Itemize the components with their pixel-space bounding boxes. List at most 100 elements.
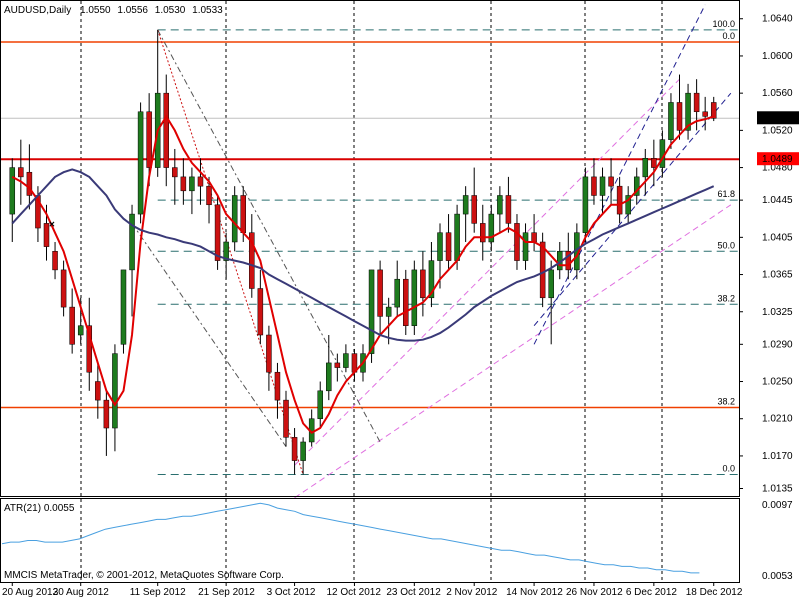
candle-body <box>52 251 58 271</box>
current-price-tag <box>757 111 799 125</box>
candle-body <box>676 102 683 131</box>
y-tick-label: 1.0210 <box>762 414 793 425</box>
candle-body <box>146 111 152 168</box>
channel-line-lower[interactable] <box>533 92 732 327</box>
atr-line <box>1 502 700 574</box>
candle <box>428 241 435 308</box>
candle <box>189 167 195 215</box>
candle <box>394 260 400 317</box>
candle <box>702 96 708 131</box>
atr-panel-frame <box>0 498 740 583</box>
candle-body <box>180 176 187 192</box>
symbol-header: AUDUSD,Daily 1.0550 1.0556 1.0530 1.0533 <box>4 5 223 16</box>
candle <box>616 176 623 224</box>
candle-body <box>488 213 495 243</box>
diagonal-line[interactable] <box>157 29 304 475</box>
candle-body <box>69 306 75 345</box>
y-tick-label: 1.0405 <box>762 232 793 243</box>
y-tick-label: 1.0640 <box>762 14 793 25</box>
y-tick-label: 1.0600 <box>762 51 793 62</box>
candle <box>18 139 24 205</box>
fast-ma-line[interactable] <box>11 114 715 434</box>
candle-body <box>480 223 486 243</box>
candle-body <box>249 232 255 289</box>
candle-body <box>633 176 640 196</box>
candle-body <box>385 306 392 317</box>
candle-body <box>129 213 135 271</box>
candle-body <box>616 185 623 215</box>
level-label: 0.0 <box>722 31 735 41</box>
candle <box>437 223 443 289</box>
fib-level-label: 100.0 <box>712 19 735 29</box>
x-tick-label: 21 Sep 2012 <box>198 587 255 598</box>
candle-body <box>231 195 238 243</box>
candle-body <box>377 269 383 317</box>
slow-ma-line[interactable] <box>11 168 715 342</box>
candle-body <box>77 325 84 336</box>
level-label: 38.2 <box>717 397 735 407</box>
candle-body <box>18 167 24 178</box>
candle-body <box>60 269 67 308</box>
horizontal-levels: 0.0 38.2 <box>1 31 739 409</box>
candle-body <box>274 371 281 401</box>
fib-level-label: 0.0 <box>722 464 735 474</box>
candle-body <box>86 325 93 373</box>
trend-line[interactable] <box>131 223 287 447</box>
candle-body <box>608 176 614 187</box>
x-tick-label: 20 Aug 2012 <box>2 587 59 598</box>
candle <box>163 74 170 187</box>
candle <box>257 269 264 345</box>
candle-body <box>591 176 597 196</box>
y-tick-label: 1.0135 <box>762 483 793 494</box>
candle-body <box>317 390 323 419</box>
candle <box>548 260 554 345</box>
y-tick-label: 1.0560 <box>762 88 793 99</box>
candle <box>471 167 477 233</box>
candle <box>274 362 281 419</box>
candle-body <box>462 195 469 215</box>
candle <box>676 74 683 140</box>
candle <box>377 260 383 336</box>
candle <box>480 204 486 261</box>
y-tick-label: 1.0170 <box>762 451 793 462</box>
candle-body <box>651 158 657 168</box>
candle <box>343 344 349 373</box>
candle <box>633 167 640 205</box>
candle-body <box>240 195 246 233</box>
candle <box>300 437 306 475</box>
candle-body <box>420 269 426 299</box>
candle-body <box>197 176 204 187</box>
candle <box>69 288 75 354</box>
y-tick-label: 1.0250 <box>762 377 793 388</box>
copyright-text: MMCIS MetaTrader, © 2001-2012, MetaQuote… <box>4 570 284 581</box>
candle <box>582 167 589 242</box>
x-tick-label: 11 Sep 2012 <box>130 587 186 598</box>
candle <box>599 167 606 215</box>
candle <box>608 158 614 205</box>
x-tick-label: 2 Nov 2012 <box>446 587 498 598</box>
candle-body <box>172 167 178 178</box>
candle <box>403 269 409 336</box>
channel-line-upper[interactable] <box>533 4 706 345</box>
candle-body <box>9 167 16 215</box>
candle-body <box>625 195 631 215</box>
x-tick-label: 6 Dec 2012 <box>626 587 678 598</box>
candle-body <box>214 204 221 261</box>
candle <box>497 186 503 233</box>
candle-body <box>565 251 572 271</box>
candle <box>445 214 452 270</box>
trend-line[interactable] <box>157 29 381 443</box>
y-tick-label: 1.0480 <box>762 163 793 174</box>
fib-level-label: 50.0 <box>717 240 735 250</box>
channel-line-lower[interactable] <box>294 204 732 499</box>
x-tick-label: 26 Nov 2012 <box>566 587 623 598</box>
channel-line-upper[interactable] <box>294 78 680 466</box>
candle-body <box>548 269 554 299</box>
candle <box>385 297 392 345</box>
candle-body <box>343 353 349 368</box>
level-price-tag <box>757 152 799 166</box>
candle <box>206 176 212 224</box>
candle <box>103 390 110 456</box>
